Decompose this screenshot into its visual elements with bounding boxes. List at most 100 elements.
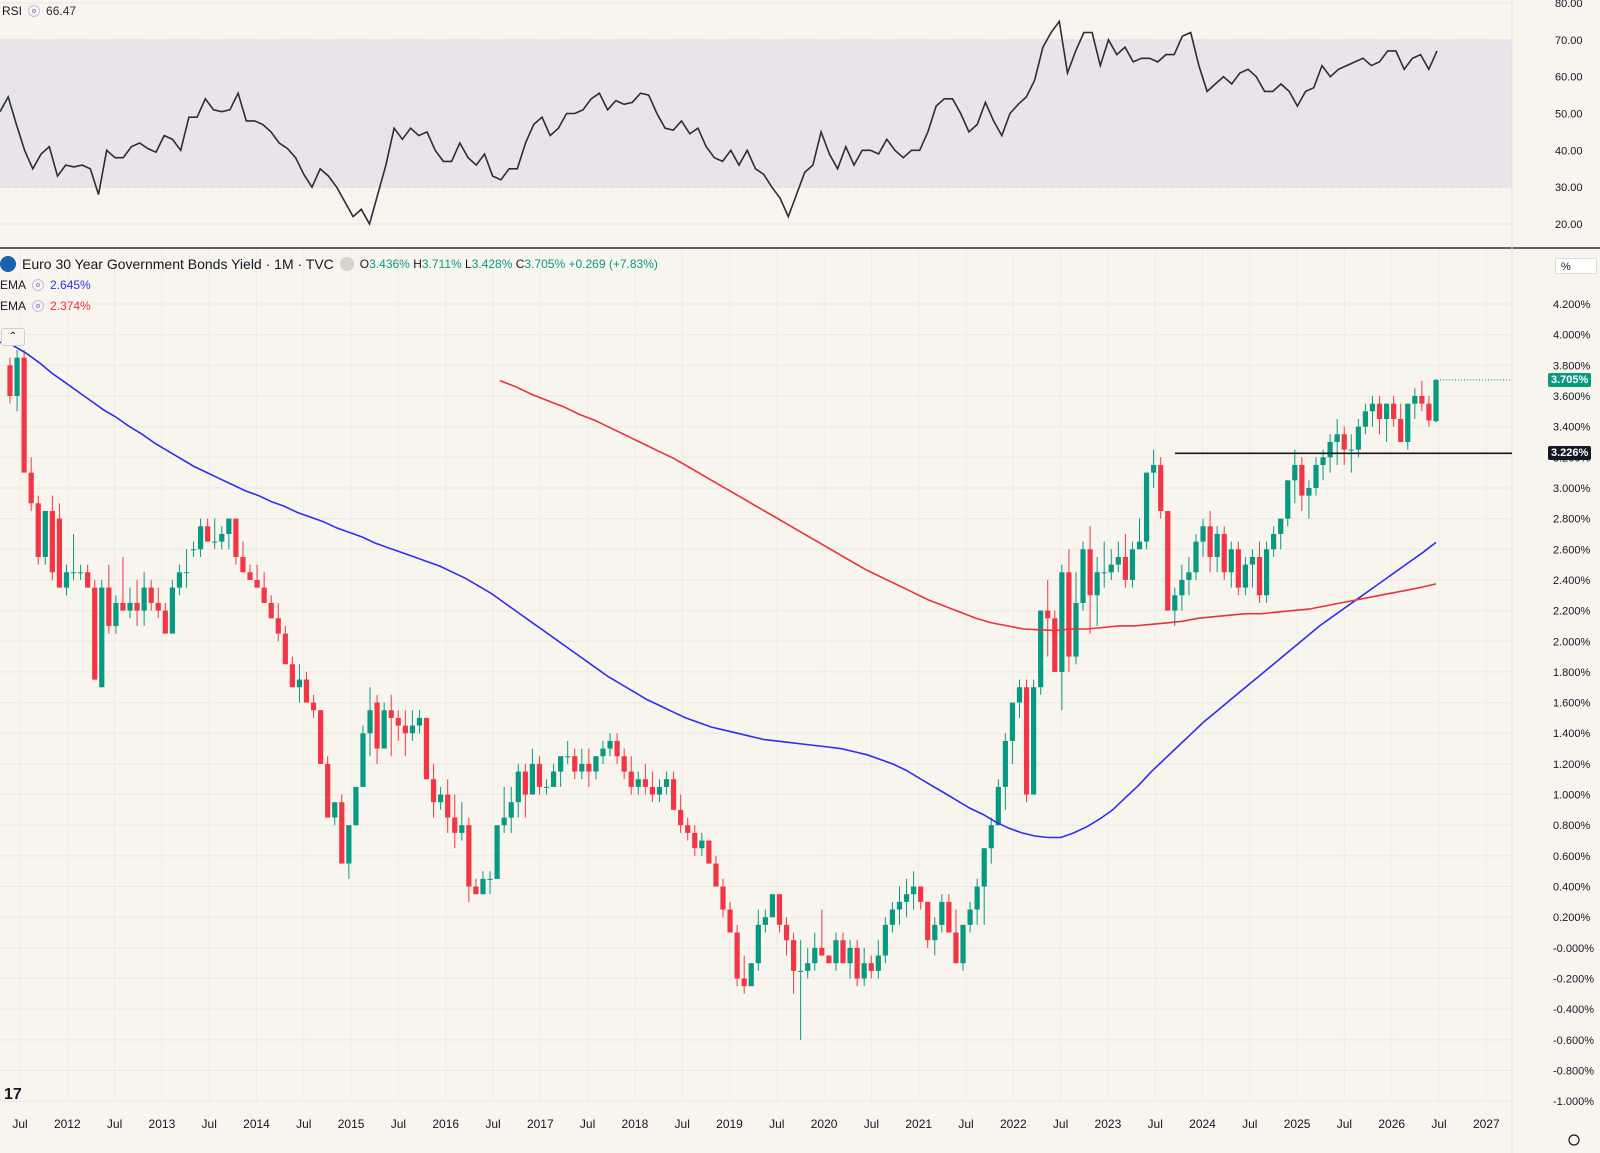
- candle-body: [1122, 556, 1128, 580]
- candle-body: [1256, 556, 1263, 596]
- price-axis-tick: 2.800%: [1553, 514, 1591, 526]
- candle-body: [550, 771, 557, 787]
- collapse-legend-button[interactable]: ⌃: [1, 328, 25, 346]
- unit-selector[interactable]: %: [1555, 258, 1597, 274]
- candle-body: [819, 947, 825, 956]
- time-tick-label: Jul: [864, 1117, 879, 1131]
- candle-body: [600, 748, 606, 757]
- close-label: C: [515, 257, 525, 271]
- time-tick-label: Jul: [675, 1117, 690, 1131]
- candle-body: [1419, 395, 1425, 404]
- price-axis-tick: 3.400%: [1553, 422, 1591, 434]
- eye-toggle-icon[interactable]: [339, 257, 354, 271]
- candle-body: [854, 947, 860, 979]
- ema-fast-settings-icon[interactable]: [32, 279, 45, 291]
- candle-body: [134, 602, 140, 611]
- candle-body: [882, 924, 888, 956]
- ema-slow-legend: EMA 2.374%: [0, 299, 91, 313]
- tradingview-logo[interactable]: 17: [4, 1086, 22, 1103]
- rsi-legend: RSI 66.47: [2, 4, 76, 18]
- open-value: 3.436%: [369, 257, 410, 271]
- candle-body: [501, 817, 507, 826]
- candle-body: [374, 702, 380, 749]
- candle-body: [219, 533, 225, 542]
- candle-body: [1080, 549, 1086, 603]
- candle-body: [49, 510, 55, 573]
- candle-body: [776, 894, 783, 925]
- candle-body: [1172, 595, 1178, 611]
- candle-body: [494, 825, 500, 879]
- time-tick-label: 2019: [716, 1117, 743, 1131]
- candle-body: [409, 725, 415, 734]
- candle-body: [1292, 464, 1298, 481]
- candle-body: [1263, 549, 1270, 596]
- candle-body: [960, 924, 966, 964]
- time-tick-label: Jul: [485, 1117, 500, 1131]
- price-axis-tick: -0.200%: [1553, 974, 1594, 986]
- candle-body: [127, 602, 133, 611]
- candle-body: [1038, 610, 1044, 688]
- close-value: 3.705%: [524, 257, 566, 271]
- candle-body: [332, 802, 338, 818]
- candle-body: [1271, 533, 1277, 550]
- ema-slow-value: 2.374%: [50, 299, 91, 313]
- price-axis-tick: 0.400%: [1553, 882, 1591, 894]
- candle-body: [522, 771, 528, 795]
- candle-body: [466, 825, 472, 887]
- candle-body: [296, 679, 303, 688]
- candle-body: [480, 878, 486, 895]
- candle-body: [212, 541, 218, 543]
- low-label: L: [465, 257, 472, 271]
- candle-body: [183, 572, 190, 574]
- candle-body: [826, 955, 832, 964]
- candle-body: [148, 587, 154, 603]
- candle-body: [642, 779, 648, 787]
- symbol-title[interactable]: Euro 30 Year Government Bonds Yield · 1M…: [22, 256, 334, 272]
- candle-body: [1391, 403, 1397, 419]
- candle-body: [565, 756, 571, 758]
- candle-body: [656, 786, 663, 795]
- gear-icon[interactable]: [1568, 1134, 1580, 1146]
- candle-body: [190, 549, 197, 551]
- candle-body: [254, 579, 260, 588]
- time-tick-label: Jul: [769, 1117, 784, 1131]
- rsi-settings-icon[interactable]: [28, 5, 41, 17]
- candle-body: [1023, 687, 1030, 795]
- time-tick-label: 2012: [54, 1117, 81, 1131]
- ema-fast-value: 2.645%: [50, 278, 91, 292]
- price-axis-tick: -0.600%: [1553, 1035, 1594, 1047]
- candle-body: [56, 518, 63, 588]
- candle-body: [92, 587, 98, 680]
- candle-body: [303, 679, 310, 703]
- candle-body: [318, 710, 324, 764]
- candle-body: [1278, 518, 1284, 534]
- candle-body: [670, 779, 677, 810]
- candle-body: [1369, 403, 1376, 412]
- time-tick-label: 2020: [811, 1117, 838, 1131]
- time-tick-label: Jul: [1148, 1117, 1163, 1131]
- candle-body: [1320, 457, 1326, 465]
- candle-body: [995, 786, 1001, 826]
- candle-body: [1242, 564, 1248, 588]
- candle-body: [1362, 411, 1369, 427]
- candle-body: [1249, 556, 1256, 565]
- ema-fast-label: EMA: [0, 278, 27, 292]
- candle-body: [1299, 464, 1305, 496]
- candle-body: [953, 932, 959, 964]
- candle-body: [452, 817, 458, 833]
- ema-slow-settings-icon[interactable]: [32, 300, 45, 312]
- candle-body: [579, 763, 585, 772]
- price-axis-tick: -1.000%: [1553, 1096, 1594, 1108]
- price-axis-tick: -0.800%: [1553, 1066, 1594, 1078]
- time-tick-label: 2018: [622, 1117, 649, 1131]
- candle-body: [21, 357, 27, 473]
- ohlc-readout: O3.436% H3.711% L3.428% C3.705% +0.269 (…: [360, 257, 658, 271]
- time-tick-label: 2027: [1473, 1117, 1500, 1131]
- candle-body: [621, 756, 627, 772]
- candle-body: [1348, 449, 1354, 451]
- candle-body: [805, 963, 811, 971]
- candle-body: [99, 587, 105, 688]
- candle-body: [1341, 434, 1347, 450]
- candle-body: [1179, 579, 1185, 596]
